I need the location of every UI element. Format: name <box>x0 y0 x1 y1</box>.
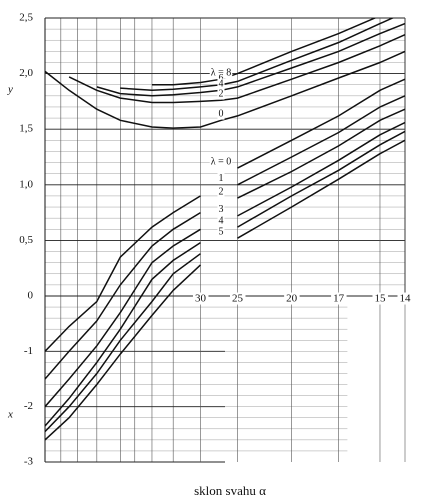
curve-label: 4 <box>218 215 223 226</box>
label-background <box>217 204 225 216</box>
x-tick-label: 14 <box>400 293 412 305</box>
curve-label: λ = 8 <box>211 67 232 78</box>
curve-label: 2 <box>218 89 223 100</box>
label-background <box>397 292 413 305</box>
bottom-axis-title: sklon svahu α <box>194 483 266 498</box>
x-tick-label: 30 <box>195 293 207 305</box>
label-background <box>229 292 246 305</box>
y-tick-label: 2,0 <box>19 67 33 79</box>
labels: 00,51,01,52,02,5-3-2-130 25 20 17 15 14λ = 86… <box>19 12 413 468</box>
curve-label: 2 <box>218 186 223 197</box>
y2-tick-label: -3 <box>24 456 34 468</box>
label-background <box>331 292 347 305</box>
x-tick-label: 25 <box>232 293 244 305</box>
x-axis-label: x <box>7 409 13 421</box>
label-background <box>217 226 225 238</box>
label-background <box>217 88 225 100</box>
x-tick-label: 15 <box>374 293 386 305</box>
label-background <box>217 78 225 90</box>
curve-label: 6 <box>218 73 223 84</box>
curve <box>45 130 405 433</box>
curve <box>152 18 377 86</box>
curve <box>68 34 405 104</box>
curve-label: 0 <box>218 109 223 120</box>
label-background <box>217 186 225 198</box>
label-background <box>372 292 388 305</box>
y-tick-label: 1,5 <box>19 123 33 135</box>
label-background <box>209 156 233 168</box>
curve <box>45 139 405 441</box>
curve-label: λ = 0 <box>211 156 232 167</box>
label-background <box>217 73 225 85</box>
curve-label: 4 <box>218 79 223 90</box>
curve <box>120 18 395 92</box>
curve <box>45 78 405 352</box>
y-tick-label: 0 <box>28 290 34 302</box>
label-background <box>192 292 209 305</box>
curve <box>96 22 405 97</box>
curve-label: 1 <box>218 173 223 184</box>
curve <box>45 108 405 408</box>
y-tick-label: 0,5 <box>19 234 33 246</box>
x-tick-label: 17 <box>333 293 345 305</box>
y-axis-label: y <box>7 84 13 96</box>
y-tick-label: 1,0 <box>19 178 33 190</box>
curve-label: 3 <box>218 204 223 215</box>
label-background <box>217 173 225 185</box>
x-tick-label: 20 <box>286 293 298 305</box>
y-tick-label: 2,5 <box>19 12 33 24</box>
label-background <box>217 108 225 120</box>
label-background <box>284 292 300 305</box>
curve-label: 5 <box>218 226 223 237</box>
curves <box>45 18 405 441</box>
curve <box>45 95 405 380</box>
label-background <box>209 67 233 79</box>
y2-tick-label: -2 <box>24 400 33 412</box>
curve <box>45 50 405 129</box>
label-background <box>217 215 225 227</box>
y2-tick-label: -1 <box>24 345 33 357</box>
curve <box>45 121 405 427</box>
